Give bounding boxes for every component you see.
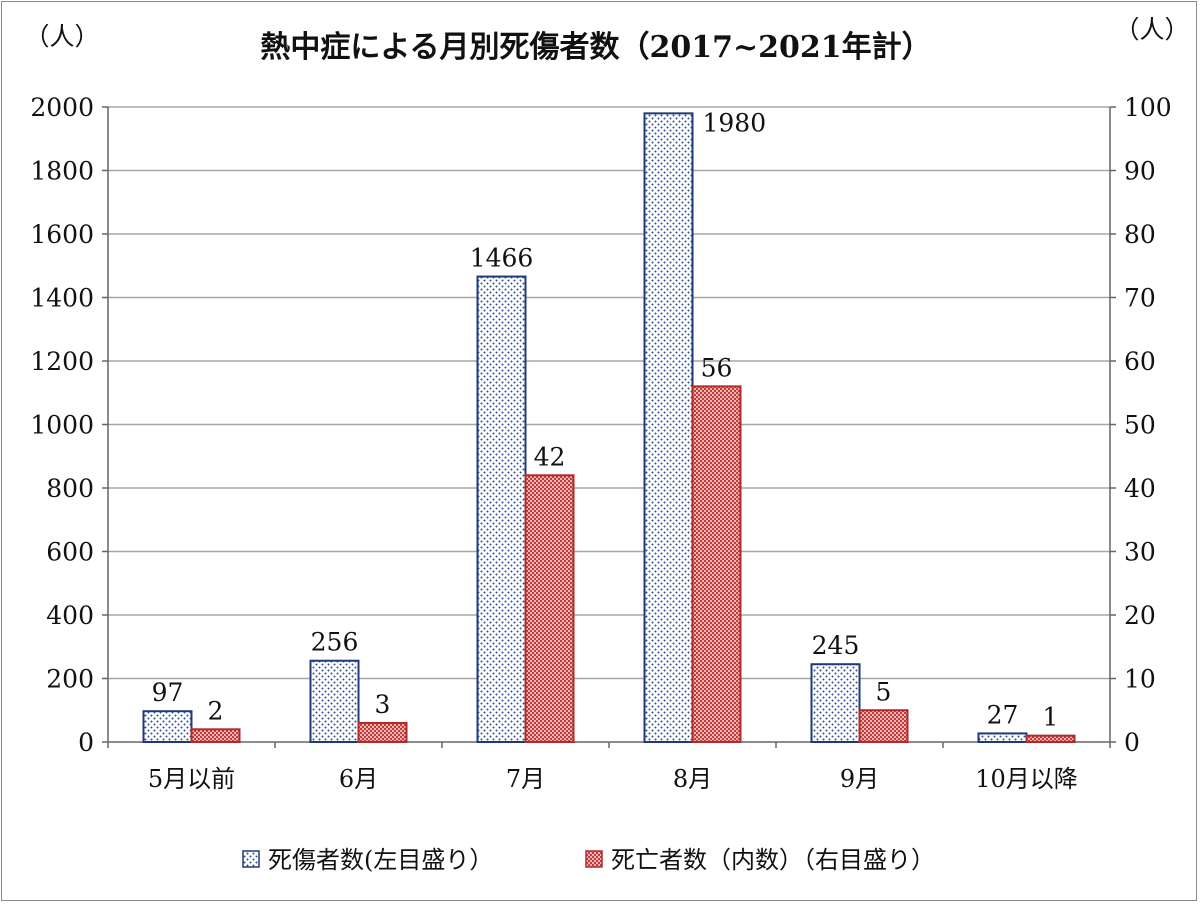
- data-label-deaths: 2: [208, 696, 224, 725]
- right-tick-label: 20: [1124, 601, 1156, 630]
- right-tick-label: 80: [1124, 220, 1156, 249]
- left-tick-label: 2000: [30, 93, 94, 122]
- left-tick-label: 1600: [30, 220, 94, 249]
- left-tick-label: 1200: [30, 347, 94, 376]
- data-label-casualties: 1980: [703, 108, 767, 137]
- category-label: 9月: [840, 765, 879, 793]
- left-tick-label: 600: [46, 538, 94, 567]
- bar-deaths: [858, 709, 909, 743]
- left-tick-label: 1400: [30, 284, 94, 313]
- left-tick-label: 0: [78, 728, 94, 757]
- bar-deaths: [190, 728, 241, 743]
- left-tick-label: 200: [46, 665, 94, 694]
- data-label-casualties: 256: [311, 628, 359, 657]
- right-tick-label: 0: [1124, 728, 1140, 757]
- right-tick-label: 100: [1124, 93, 1172, 122]
- bar-casualties: [476, 275, 527, 743]
- bar-casualties: [142, 710, 193, 744]
- data-label-deaths: 1: [1043, 703, 1059, 732]
- bars: [142, 112, 1076, 744]
- category-label: 6月: [339, 765, 378, 793]
- chart-title: 熱中症による月別死傷者数（2017~2021年計）: [260, 30, 931, 65]
- left-axis-unit: （人）: [24, 22, 99, 51]
- right-tick-label: 90: [1124, 157, 1156, 186]
- right-tick-label: 50: [1124, 411, 1156, 440]
- left-tick-label: 1000: [30, 411, 94, 440]
- bar-casualties: [977, 732, 1028, 743]
- gridlines: [108, 106, 1110, 680]
- bar-casualties: [643, 112, 694, 744]
- data-label-deaths: 3: [375, 690, 391, 719]
- bar-casualties: [810, 663, 861, 744]
- data-label-deaths: 56: [701, 353, 733, 382]
- legend-label-deaths: 死亡者数（内数）（右目盛り）: [611, 846, 935, 874]
- legend: 死傷者数(左目盛り） 死亡者数（内数）（右目盛り）: [242, 846, 935, 874]
- bar-deaths: [357, 721, 408, 744]
- left-tick-label: 800: [46, 474, 94, 503]
- data-label-casualties: 97: [152, 678, 184, 707]
- left-tick-label: 1800: [30, 157, 94, 186]
- bar-deaths: [691, 385, 742, 743]
- right-tick-label: 10: [1124, 665, 1156, 694]
- legend-swatch-deaths: [585, 850, 603, 868]
- right-tick-label: 40: [1124, 474, 1156, 503]
- legend-swatch-casualties: [242, 850, 260, 868]
- left-tick-label: 400: [46, 601, 94, 630]
- right-tick-label: 70: [1124, 284, 1156, 313]
- bar-casualties: [309, 659, 360, 743]
- legend-label-casualties: 死傷者数(左目盛り）: [268, 846, 493, 874]
- data-label-casualties: 27: [987, 700, 1019, 729]
- data-label-deaths: 42: [534, 442, 566, 471]
- data-label-casualties: 245: [812, 631, 860, 660]
- right-axis-unit: （人）: [1114, 15, 1189, 44]
- data-label-casualties: 1466: [470, 244, 534, 273]
- category-label: 5月以前: [148, 765, 235, 793]
- bar-deaths: [1025, 734, 1076, 744]
- bar-deaths: [524, 474, 575, 743]
- data-labels: 97 256 1466 1980 245 27 2 3 42 56 5 1: [152, 108, 1059, 731]
- axes: 0 0 200 10 400 20 600 30 800 40 1000 50 1200 60 1400 70…: [30, 93, 1171, 793]
- category-label: 7月: [506, 765, 545, 793]
- data-label-deaths: 5: [876, 677, 892, 706]
- right-tick-label: 30: [1124, 538, 1156, 567]
- category-label: 10月以降: [975, 765, 1078, 793]
- category-label: 8月: [673, 765, 712, 793]
- right-tick-label: 60: [1124, 347, 1156, 376]
